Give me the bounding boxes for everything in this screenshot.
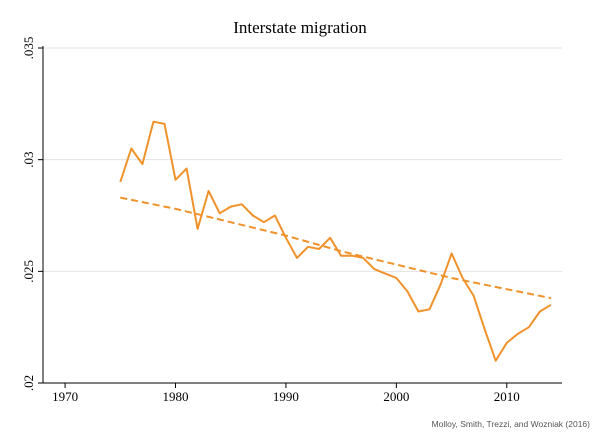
x-tick-label: 1980 bbox=[163, 389, 189, 404]
trend-line bbox=[120, 196, 552, 300]
x-tick-label: 2000 bbox=[383, 389, 409, 404]
y-tick-labels: .02 .025 .03 .035 bbox=[21, 37, 36, 392]
y-tick-label: .02 bbox=[21, 375, 36, 391]
chart-title: Interstate migration bbox=[233, 18, 367, 37]
x-tick-label: 1970 bbox=[52, 389, 78, 404]
x-tick-labels: 1970 1980 1990 2000 2010 bbox=[52, 389, 520, 404]
y-tick-label: .025 bbox=[21, 260, 36, 283]
migration-line bbox=[119, 120, 552, 362]
chart-source: Molloy, Smith, Trezzi, and Wozniak (2016… bbox=[432, 419, 591, 429]
y-tick-label: .03 bbox=[21, 152, 36, 168]
series bbox=[119, 120, 552, 362]
x-tick-label: 2010 bbox=[494, 389, 520, 404]
axes bbox=[38, 46, 562, 388]
y-tick-label: .035 bbox=[21, 37, 36, 60]
grid bbox=[43, 47, 562, 272]
x-tick-label: 1990 bbox=[273, 389, 299, 404]
